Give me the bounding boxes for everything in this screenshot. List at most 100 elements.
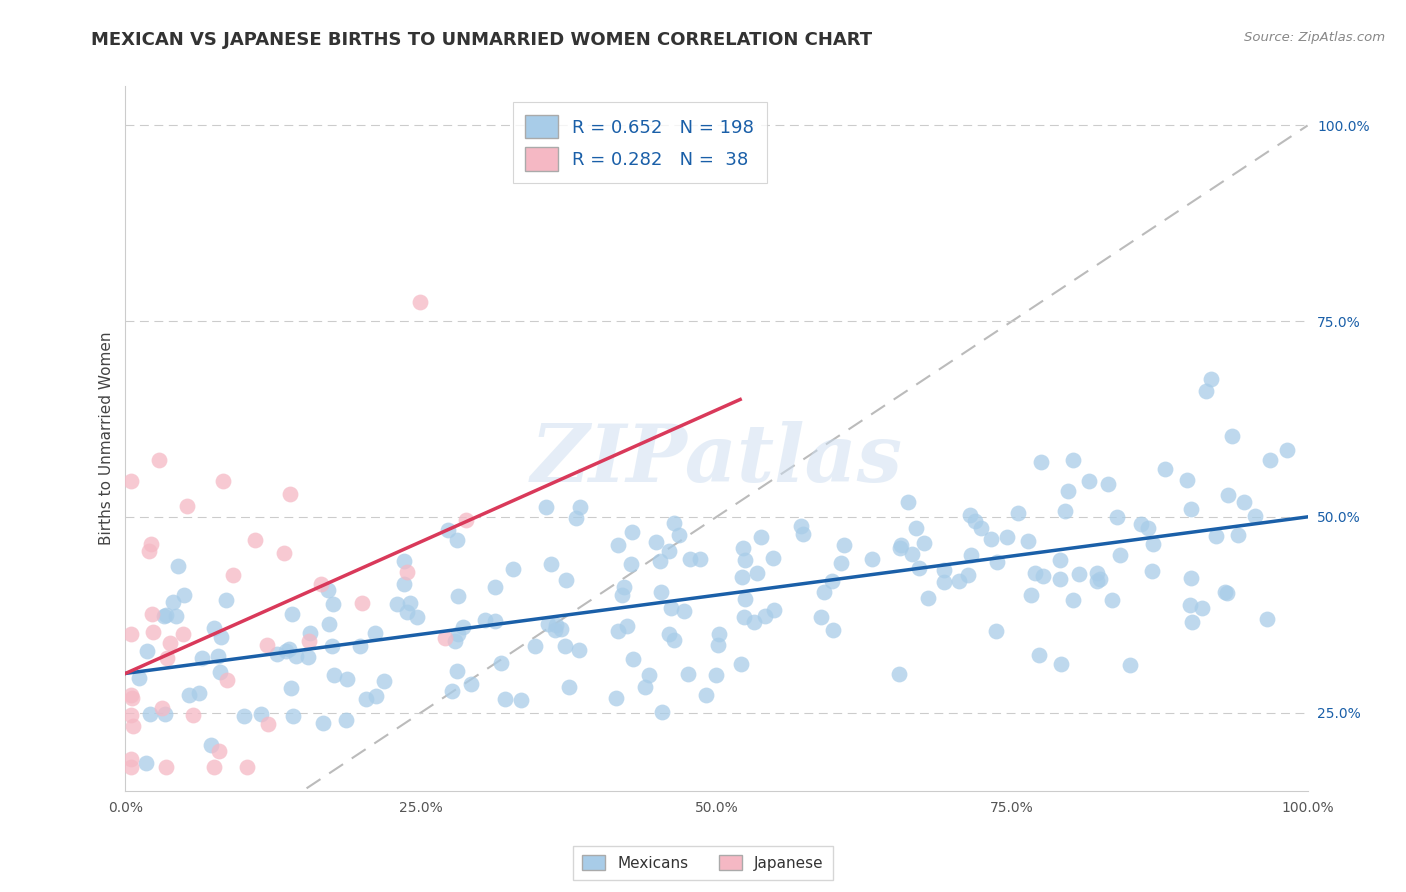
Point — [208, 744, 231, 758]
Point — [651, 705, 673, 719]
Point — [650, 585, 672, 599]
Point — [350, 596, 373, 610]
Point — [1028, 648, 1050, 663]
Point — [155, 607, 177, 622]
Point — [1142, 537, 1164, 551]
Point — [172, 627, 194, 641]
Point — [792, 527, 814, 541]
Point — [890, 538, 912, 552]
Point — [444, 633, 467, 648]
Point — [392, 577, 415, 591]
Point — [537, 616, 560, 631]
Point — [1062, 452, 1084, 467]
Point — [256, 717, 278, 731]
Point — [142, 624, 165, 639]
Point — [678, 666, 700, 681]
Point — [1137, 521, 1160, 535]
Point — [510, 693, 533, 707]
Point — [1226, 528, 1249, 542]
Point — [613, 580, 636, 594]
Point — [373, 674, 395, 689]
Point — [167, 558, 190, 573]
Point — [200, 738, 222, 752]
Point — [965, 514, 987, 528]
Point — [1049, 553, 1071, 567]
Point — [309, 577, 332, 591]
Point — [335, 713, 357, 727]
Point — [349, 639, 371, 653]
Point — [159, 636, 181, 650]
Point — [141, 607, 163, 621]
Point — [534, 500, 557, 514]
Point — [139, 537, 162, 551]
Point — [620, 557, 643, 571]
Point — [1199, 372, 1222, 386]
Point — [830, 556, 852, 570]
Point — [810, 609, 832, 624]
Point — [211, 474, 233, 488]
Point — [366, 689, 388, 703]
Point — [813, 584, 835, 599]
Point — [1105, 510, 1128, 524]
Point — [437, 523, 460, 537]
Point — [662, 516, 685, 530]
Point — [605, 690, 627, 705]
Point — [173, 588, 195, 602]
Point — [659, 601, 682, 615]
Point — [297, 650, 319, 665]
Point — [1191, 601, 1213, 615]
Point — [887, 666, 910, 681]
Point — [1049, 657, 1071, 672]
Point — [1140, 564, 1163, 578]
Point — [1180, 570, 1202, 584]
Point — [273, 546, 295, 560]
Point — [540, 558, 562, 572]
Point — [1218, 488, 1240, 502]
Point — [546, 618, 568, 632]
Point — [1085, 566, 1108, 581]
Point — [278, 487, 301, 501]
Point — [1007, 506, 1029, 520]
Point — [1119, 658, 1142, 673]
Point — [321, 639, 343, 653]
Point — [1067, 566, 1090, 581]
Point — [544, 623, 567, 637]
Point — [730, 657, 752, 671]
Point — [1195, 384, 1218, 399]
Point — [762, 550, 785, 565]
Point — [474, 613, 496, 627]
Point — [433, 631, 456, 645]
Point — [1180, 502, 1202, 516]
Point — [447, 627, 470, 641]
Legend: R = 0.652   N = 198, R = 0.282   N =  38: R = 0.652 N = 198, R = 0.282 N = 38 — [513, 103, 766, 183]
Point — [187, 686, 209, 700]
Point — [322, 597, 344, 611]
Point — [385, 597, 408, 611]
Point — [550, 622, 572, 636]
Point — [662, 633, 685, 648]
Point — [179, 688, 201, 702]
Point — [398, 596, 420, 610]
Point — [569, 500, 592, 514]
Point — [138, 706, 160, 721]
Point — [299, 626, 322, 640]
Point — [754, 609, 776, 624]
Point — [731, 569, 754, 583]
Point — [190, 650, 212, 665]
Point — [959, 548, 981, 562]
Point — [181, 707, 204, 722]
Point — [912, 536, 935, 550]
Point — [283, 709, 305, 723]
Point — [1220, 429, 1243, 443]
Point — [233, 709, 256, 723]
Point — [120, 689, 142, 703]
Y-axis label: Births to Unmarried Women: Births to Unmarried Women — [100, 332, 114, 545]
Point — [1258, 452, 1281, 467]
Point — [905, 521, 928, 535]
Point — [1085, 574, 1108, 588]
Point — [215, 673, 238, 687]
Point — [637, 668, 659, 682]
Point — [150, 701, 173, 715]
Point — [120, 474, 142, 488]
Point — [274, 644, 297, 658]
